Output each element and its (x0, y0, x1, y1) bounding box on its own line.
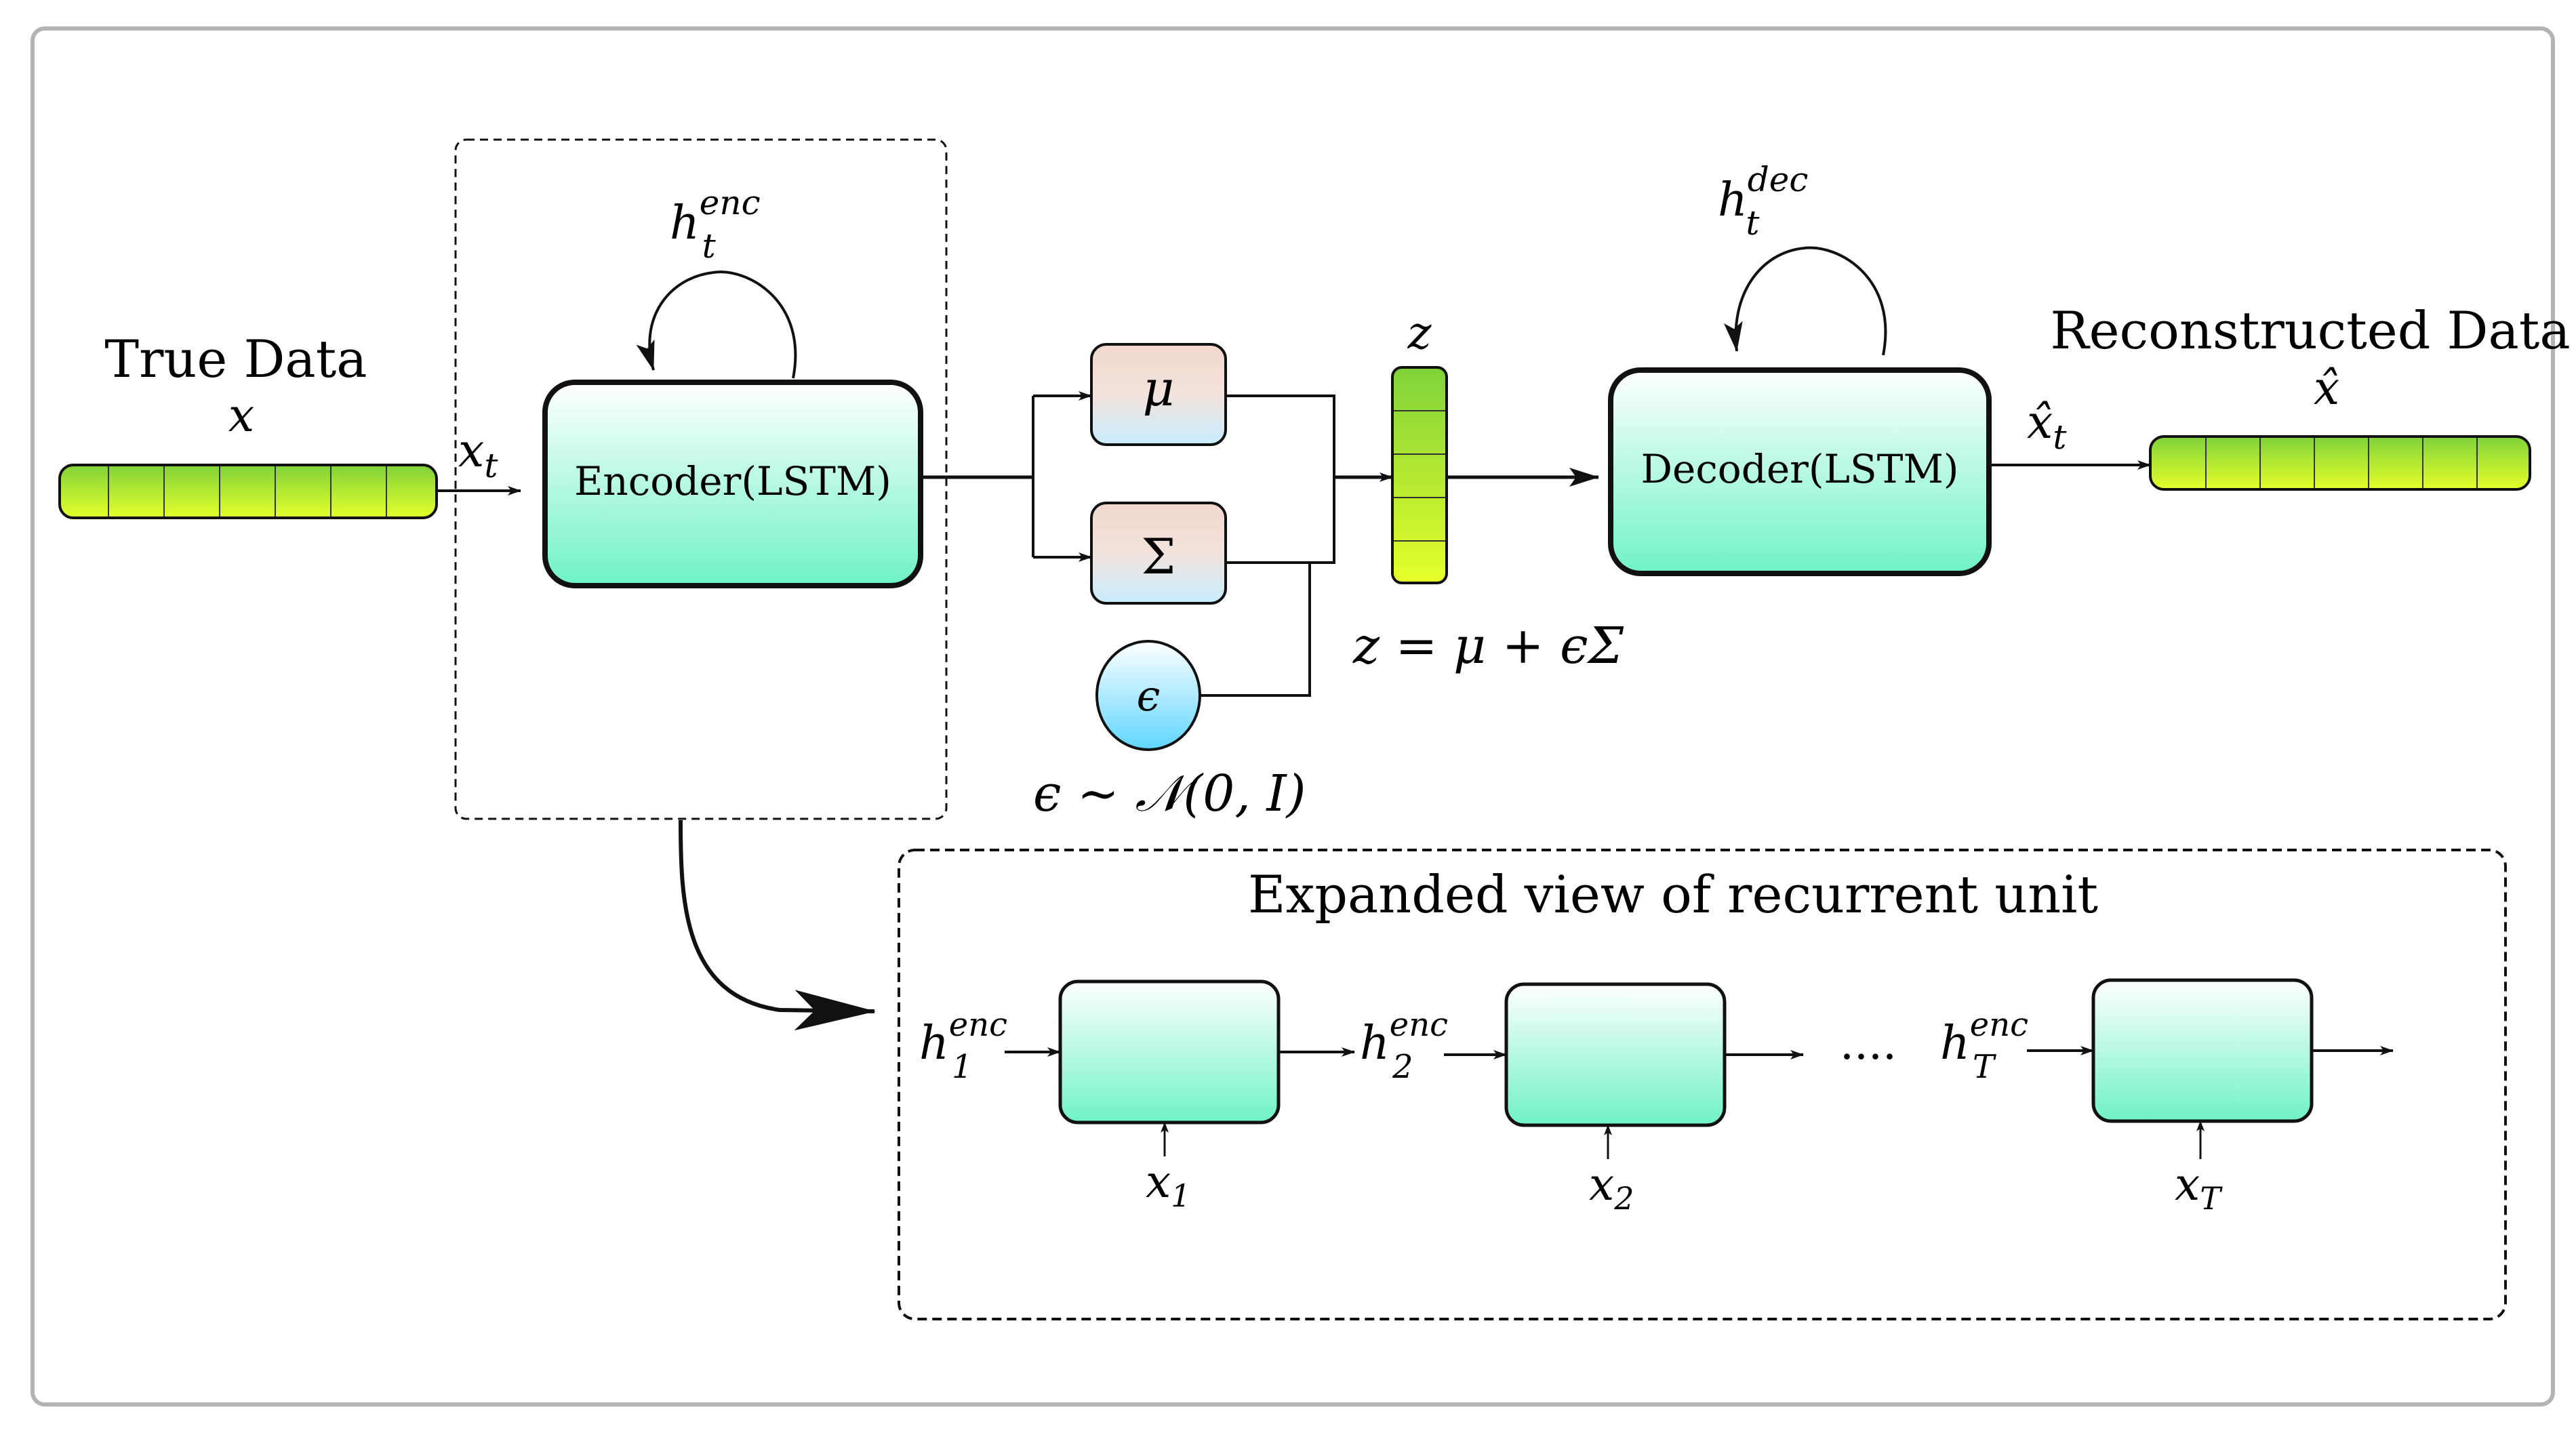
unit-T-box (2091, 978, 2314, 1123)
mu-label: μ (1143, 360, 1175, 417)
true-data-title: True Data (104, 329, 367, 389)
true-data-var: x (228, 389, 254, 443)
recurrent-unit-T: henc T xT (1940, 978, 2394, 1217)
reconstructed-data-title: Reconstructed Data (2050, 300, 2570, 361)
epsilon-to-sigma-line (1200, 563, 1311, 697)
z-label: z (1407, 307, 1432, 359)
true-data-vector (58, 464, 438, 519)
expansion-arrow (679, 819, 876, 1031)
decoder-label: Decoder(LSTM) (1641, 446, 1959, 492)
reconstructed-data-var: x̂ (2314, 362, 2339, 416)
xhat-t-label: x̂t (2027, 396, 2067, 457)
sigma-box (1090, 502, 1227, 605)
xT-label: xT (2175, 1158, 2223, 1217)
z-vector (1391, 366, 1448, 584)
h-enc-label: henc t (670, 183, 761, 266)
encoder-lstm-box (542, 380, 923, 588)
expanded-view-box (898, 849, 2507, 1320)
epsilon-distribution: ϵ ∼ 𝒩(0, I) (1033, 765, 1306, 823)
sigma-to-z-line (1226, 477, 1335, 564)
recurrent-unit-1: henc 1 x1 (919, 979, 1355, 1214)
decoder-lstm-box (1608, 367, 1992, 576)
unit-2-box (1504, 982, 1727, 1127)
expanded-view-title: Expanded view of recurrent unit (1248, 864, 2098, 925)
mu-to-z-line (1226, 394, 1335, 477)
x2-label: x2 (1589, 1158, 1634, 1217)
h2-enc-label: henc 2 (1360, 1006, 1448, 1086)
h-dec-label: hdec t (1718, 160, 1808, 243)
hT-enc-label: henc T (1940, 1006, 2028, 1086)
z-formula: z = μ + ϵΣ (1352, 617, 1624, 675)
epsilon-label: ϵ (1137, 671, 1161, 721)
units-ellipsis: .... (1840, 1017, 1897, 1070)
unit-1-box (1058, 979, 1281, 1125)
h1-enc-label: henc 1 (919, 1006, 1007, 1086)
recurrent-unit-2: henc 2 x2 (1360, 982, 1804, 1217)
encoder-recurrent-loop (636, 270, 797, 379)
decoder-recurrent-loop (1723, 246, 1887, 356)
x-t-label: xt (458, 424, 498, 485)
encoder-dashed-region (454, 138, 948, 820)
reconstructed-data-vector (2149, 435, 2531, 491)
x1-label: x1 (1146, 1156, 1191, 1214)
encoder-label: Encoder(LSTM) (574, 458, 891, 504)
sigma-label: Σ (1142, 528, 1176, 585)
